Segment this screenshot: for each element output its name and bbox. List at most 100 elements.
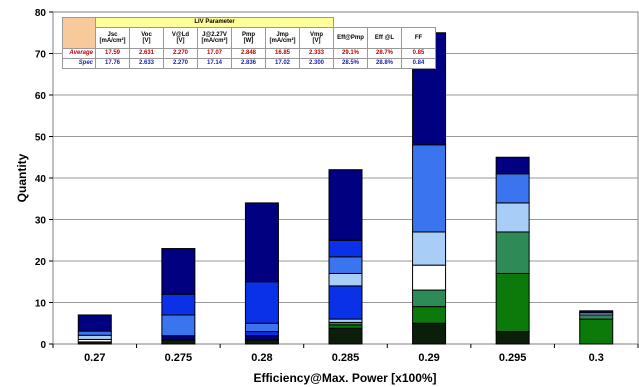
table-cell: 0.84 bbox=[401, 58, 436, 69]
y-tick-label: 60 bbox=[35, 91, 47, 102]
bars bbox=[77, 32, 614, 345]
column-name: Jmp bbox=[276, 31, 289, 38]
table-corner-cell bbox=[62, 17, 96, 49]
column-name: Voc bbox=[141, 31, 152, 38]
table-column-header: Vmp [V] bbox=[299, 27, 334, 49]
table-cell: 17.14 bbox=[197, 58, 232, 69]
bar-segment bbox=[328, 327, 363, 345]
liv-parameter-table: LIV Parameter Jsc [mA/cm²] Voc [V] V@Ld [V] J@2… bbox=[62, 17, 436, 69]
table-cell: 2.631 bbox=[129, 48, 164, 59]
bar-segment bbox=[244, 281, 279, 324]
table-cell: 2.333 bbox=[299, 48, 334, 59]
y-axis-label: Quantity bbox=[15, 153, 29, 202]
table-cell: 2.300 bbox=[299, 58, 334, 69]
table-cell: 28.5% bbox=[333, 58, 368, 69]
bar-segment bbox=[412, 144, 447, 233]
bar-stack bbox=[495, 156, 530, 345]
table-cell: 2.848 bbox=[231, 48, 266, 59]
table-cell: 2.270 bbox=[163, 58, 198, 69]
y-tick-label: 0 bbox=[40, 340, 46, 351]
table-column-header: FF bbox=[401, 27, 436, 49]
bar-segment bbox=[161, 335, 196, 341]
x-tick-label: 0.285 bbox=[332, 352, 360, 364]
bar-segment bbox=[161, 314, 196, 337]
bar-segment bbox=[579, 310, 614, 314]
column-name: J@2.27V bbox=[202, 31, 227, 38]
column-name: FF bbox=[414, 34, 423, 41]
column-unit: [V] bbox=[176, 38, 185, 44]
bar-segment bbox=[161, 293, 196, 316]
y-tick-label: 40 bbox=[35, 174, 47, 185]
table-cell: 2.270 bbox=[163, 48, 198, 59]
table-spacer bbox=[334, 18, 436, 28]
bar-segment bbox=[412, 289, 447, 308]
table-cell: 17.76 bbox=[95, 58, 130, 69]
x-tick-label: 0.29 bbox=[418, 352, 439, 364]
bar-segment bbox=[328, 285, 363, 320]
bar-stack bbox=[244, 202, 279, 345]
table-cell: 29.1% bbox=[333, 48, 368, 59]
column-name: V@Ld bbox=[171, 31, 190, 38]
table-column-header: V@Ld [V] bbox=[163, 27, 198, 49]
column-unit: [mA/cm²] bbox=[99, 38, 126, 44]
table-cell: 0.85 bbox=[401, 48, 436, 59]
table-column-header: J@2.27V [mA/cm²] bbox=[197, 27, 232, 49]
table-cell: 28.8% bbox=[367, 58, 402, 69]
table-cell: 17.59 bbox=[95, 48, 130, 59]
bar-stack bbox=[579, 310, 614, 345]
bar-segment bbox=[495, 331, 530, 345]
bar-segment bbox=[161, 248, 196, 295]
table-cell: 17.07 bbox=[197, 48, 232, 59]
column-name: Eff @L bbox=[374, 34, 395, 41]
bar-segment bbox=[412, 306, 447, 324]
bar-segment bbox=[495, 231, 530, 274]
table-cell: 28.7% bbox=[367, 48, 402, 59]
y-tick-label: 80 bbox=[35, 8, 47, 19]
table-title: LIV Parameter bbox=[95, 17, 334, 28]
table-row-label: Spec bbox=[62, 58, 96, 69]
x-tick-label: 0.275 bbox=[165, 352, 193, 364]
gridlines bbox=[53, 53, 638, 303]
x-tick-label: 0.27 bbox=[84, 352, 105, 364]
table-column-header: Voc [V] bbox=[129, 27, 164, 49]
bar-segment bbox=[495, 156, 530, 175]
column-unit: [V] bbox=[312, 38, 321, 44]
y-tick-label: 10 bbox=[35, 299, 47, 310]
table-column-header: Eff@Pmp bbox=[333, 27, 368, 49]
bar-stack bbox=[161, 248, 196, 345]
x-tick-label: 0.3 bbox=[589, 352, 604, 364]
table-column-header: Jsc [mA/cm²] bbox=[95, 27, 130, 49]
bar-segment bbox=[244, 335, 279, 341]
y-tick-label: 30 bbox=[35, 216, 47, 227]
table-column-header: Pmp [W] bbox=[231, 27, 266, 49]
column-unit: [W] bbox=[243, 38, 254, 44]
x-tick-label: 0.28 bbox=[251, 352, 272, 364]
bar-segment bbox=[244, 202, 279, 283]
table-cell: 17.02 bbox=[265, 58, 300, 69]
bar-segment bbox=[328, 272, 363, 287]
bar-segment bbox=[495, 272, 530, 333]
bar-segment bbox=[579, 318, 614, 345]
table-row: Average 17.59 2.631 2.270 17.07 2.848 16.85 2.3… bbox=[62, 48, 436, 59]
bar-segment bbox=[412, 264, 447, 291]
table-cell: 2.836 bbox=[231, 58, 266, 69]
bar-segment bbox=[495, 202, 530, 233]
bar-segment bbox=[244, 331, 279, 337]
y-axis-ticks: 0 10 20 30 40 50 60 70 80 bbox=[35, 8, 53, 351]
x-axis-label: Efficiency@Max. Power [x100%] bbox=[253, 371, 436, 385]
bar-segment bbox=[412, 231, 447, 266]
y-tick-label: 50 bbox=[35, 133, 47, 144]
bar-stack bbox=[328, 169, 363, 345]
bar-segment bbox=[77, 330, 112, 336]
bar-segment bbox=[328, 256, 363, 274]
column-name: Pmp bbox=[241, 31, 255, 38]
y-tick-label: 70 bbox=[35, 50, 47, 61]
column-name: Vmp bbox=[309, 31, 323, 38]
column-name: Jsc bbox=[107, 31, 118, 38]
table-row: Spec 17.76 2.633 2.270 17.14 2.836 17.02 2.300 2… bbox=[62, 58, 436, 69]
bar-segment bbox=[244, 339, 279, 345]
column-unit: [V] bbox=[142, 38, 151, 44]
bar-segment bbox=[412, 322, 447, 345]
table-cell: 16.85 bbox=[265, 48, 300, 59]
x-tick-label: 0.295 bbox=[499, 352, 527, 364]
